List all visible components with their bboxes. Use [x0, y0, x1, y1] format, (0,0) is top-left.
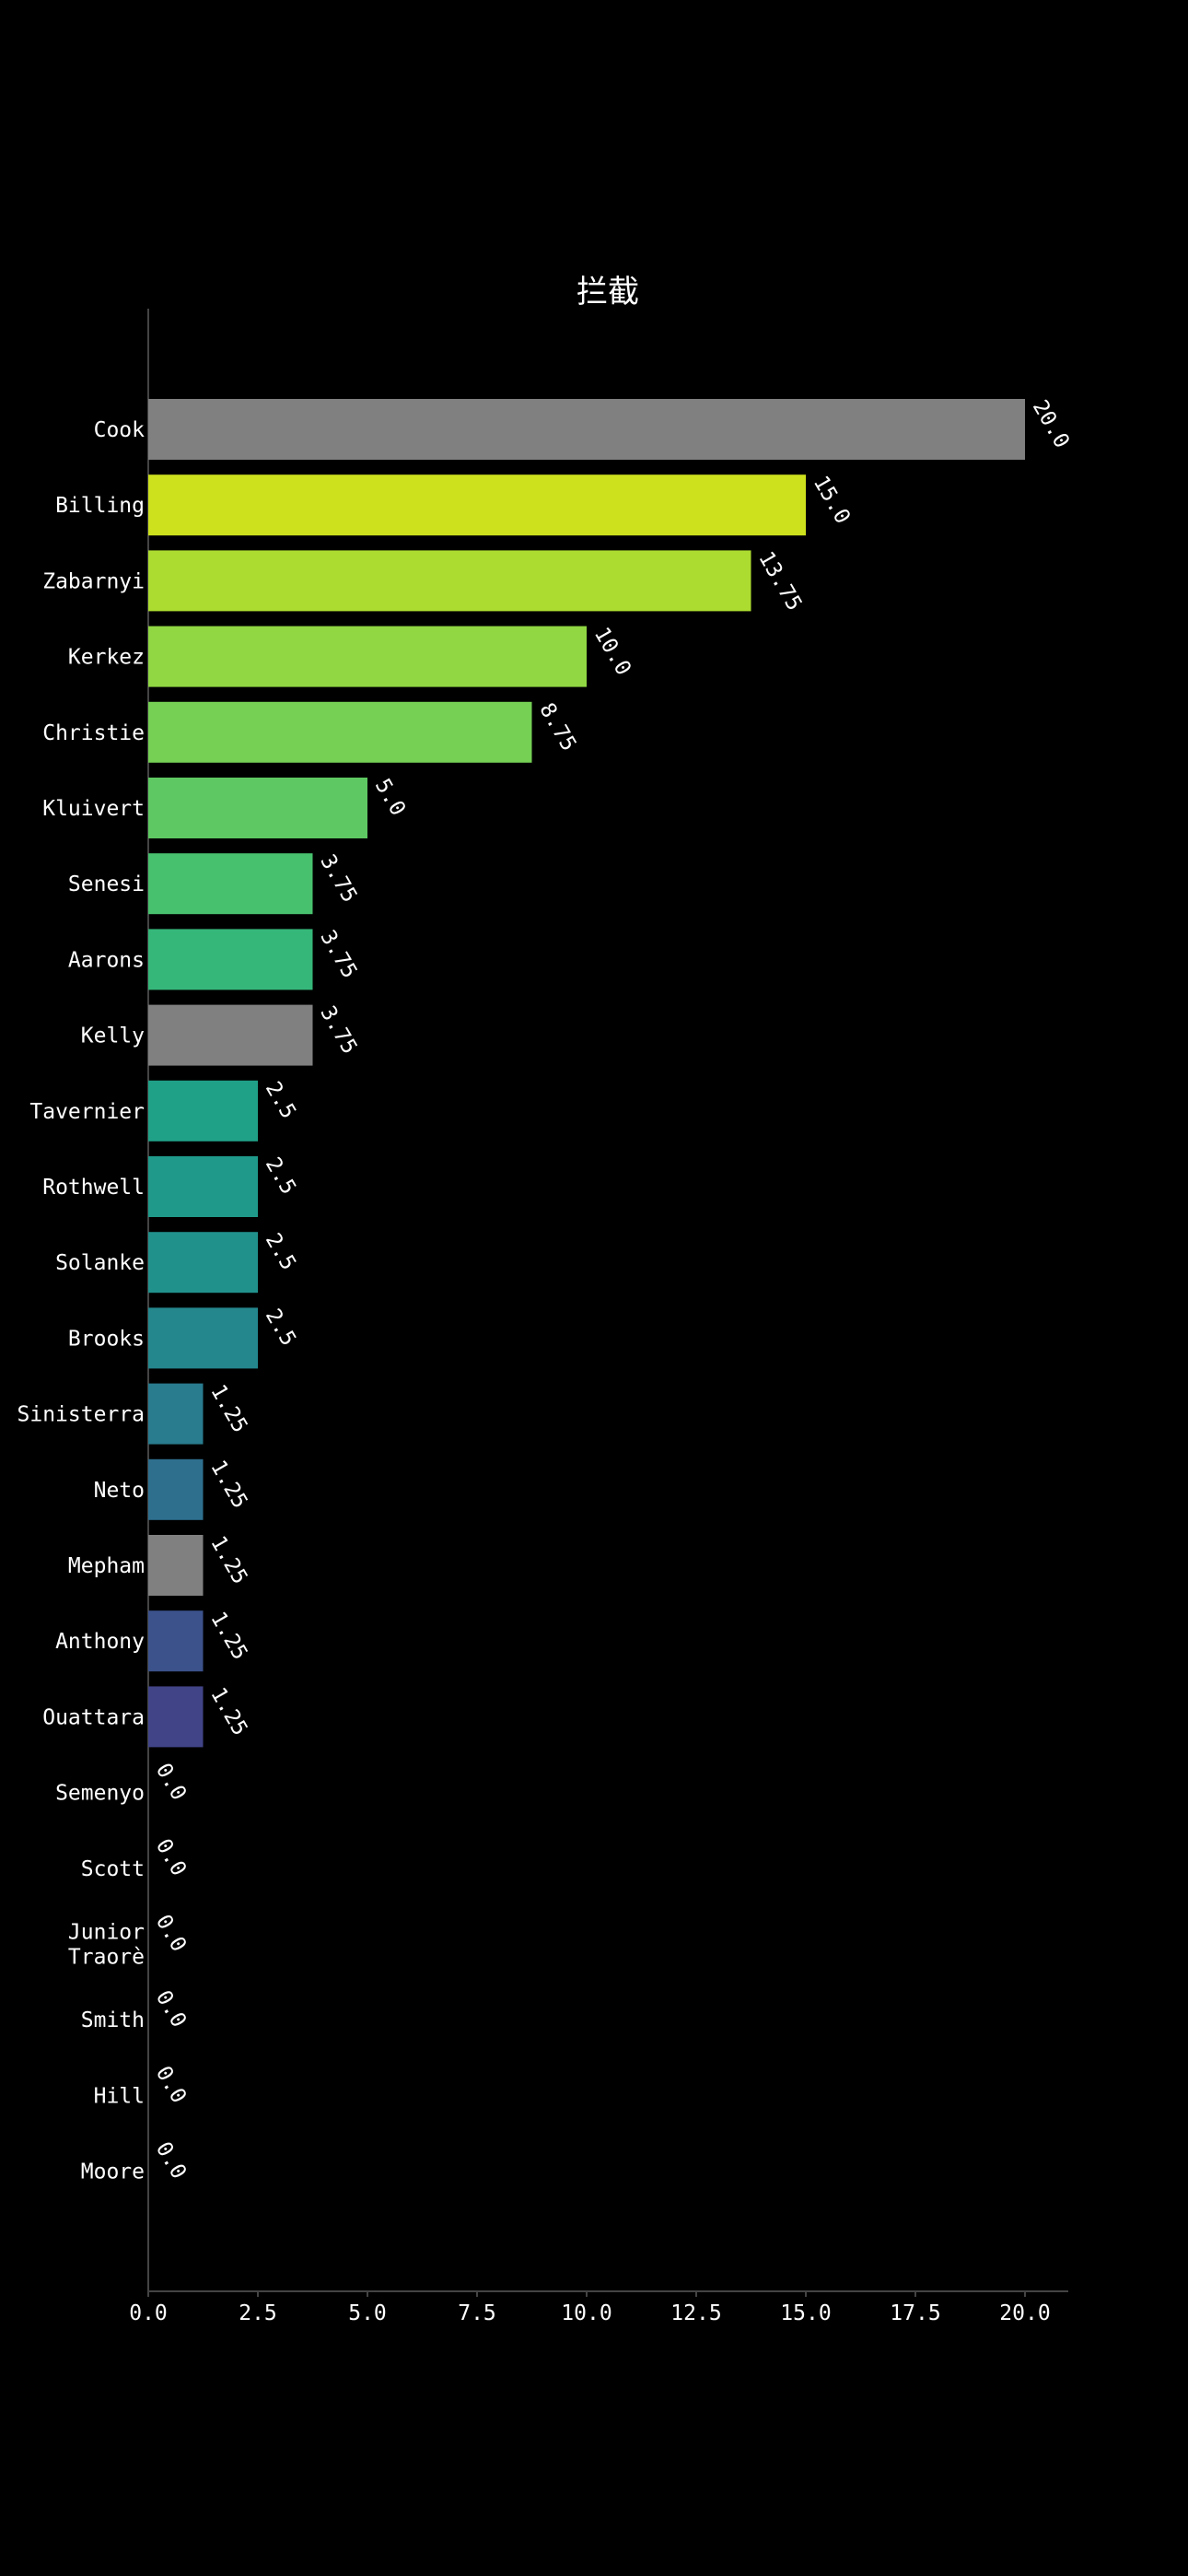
- x-tick-label: 12.5: [670, 2301, 721, 2325]
- bar: [148, 701, 532, 763]
- bars-group: [148, 399, 1025, 1748]
- category-label: Mepham: [68, 1554, 145, 1578]
- bar: [148, 626, 587, 687]
- value-label: 2.5: [261, 1229, 300, 1274]
- category-label: Zabarnyi: [42, 569, 145, 593]
- category-label: Semenyo: [55, 1782, 145, 1806]
- value-label: 0.0: [151, 2062, 191, 2107]
- category-label: Rothwell: [42, 1176, 145, 1200]
- category-label: Solanke: [55, 1251, 145, 1275]
- value-label: 1.25: [205, 1608, 251, 1664]
- value-label: 1.25: [205, 1683, 251, 1739]
- category-label: Ouattara: [42, 1705, 145, 1729]
- category-label: Kelly: [81, 1025, 145, 1048]
- bar: [148, 1232, 258, 1294]
- value-label: 13.75: [753, 547, 806, 615]
- value-label: 0.0: [151, 1986, 191, 2032]
- category-label: Hill: [94, 2084, 145, 2108]
- bar: [148, 550, 751, 612]
- category-label: Kluivert: [42, 797, 145, 821]
- category-label: Scott: [81, 1857, 145, 1881]
- bar: [148, 1458, 204, 1520]
- x-ticks-group: 0.0 2.5 5.0 7.5 10.0 12.5 15.0 17.5 20.0: [129, 2291, 1051, 2325]
- bar: [148, 1383, 204, 1445]
- category-label: Christie: [42, 721, 145, 745]
- value-label: 1.25: [205, 1532, 251, 1588]
- bar: [148, 1156, 258, 1217]
- category-label: Moore: [81, 2160, 145, 2184]
- bar: [148, 1686, 204, 1748]
- category-label: Brooks: [68, 1327, 145, 1351]
- category-label: Anthony: [55, 1630, 145, 1654]
- value-label: 2.5: [261, 1078, 300, 1123]
- chart-title: 拦截: [577, 274, 639, 310]
- category-label: Smith: [81, 2008, 145, 2032]
- value-label: 0.0: [151, 1760, 191, 1805]
- value-label: 15.0: [809, 472, 855, 528]
- bar: [148, 1535, 204, 1596]
- category-label: Sinisterra: [17, 1403, 145, 1427]
- value-label: 3.75: [315, 850, 361, 907]
- x-tick-label: 0.0: [129, 2301, 168, 2325]
- value-label: 3.75: [315, 1002, 361, 1059]
- x-tick-label: 15.0: [780, 2301, 831, 2325]
- category-label: Tavernier: [29, 1100, 145, 1124]
- category-label: Kerkez: [68, 646, 145, 670]
- category-label: Cook: [94, 418, 146, 442]
- value-label: 1.25: [205, 1381, 251, 1437]
- bar: [148, 1004, 313, 1066]
- value-label: 2.5: [261, 1305, 300, 1350]
- bar: [148, 1080, 258, 1142]
- x-tick-label: 20.0: [999, 2301, 1050, 2325]
- bar: [148, 929, 313, 990]
- bar: [148, 474, 806, 536]
- x-tick-label: 10.0: [561, 2301, 611, 2325]
- value-label: 0.0: [151, 1835, 191, 1880]
- category-label: Senesi: [68, 872, 145, 896]
- x-tick-label: 7.5: [458, 2301, 496, 2325]
- category-label: Junior Traorè: [68, 1921, 145, 1970]
- value-label: 20.0: [1028, 396, 1074, 452]
- value-label: 3.75: [315, 926, 361, 982]
- bar: [148, 399, 1025, 460]
- value-label: 5.0: [370, 775, 410, 820]
- value-label: 0.0: [151, 1911, 191, 1956]
- category-label: Aarons: [68, 948, 145, 972]
- value-label: 2.5: [261, 1153, 300, 1199]
- value-label: 1.25: [205, 1457, 251, 1513]
- bar: [148, 1610, 204, 1672]
- category-label: Billing: [55, 494, 145, 518]
- x-tick-label: 5.0: [348, 2301, 387, 2325]
- x-tick-label: 17.5: [890, 2301, 940, 2325]
- bar: [148, 1307, 258, 1369]
- bar: [148, 778, 367, 838]
- x-tick-label: 2.5: [239, 2301, 277, 2325]
- category-labels-group: Cook Billing Zabarnyi Kerkez Christie Kluiver…: [17, 418, 146, 2184]
- category-label: Neto: [94, 1479, 145, 1503]
- value-label: 10.0: [589, 624, 635, 680]
- value-label: 8.75: [534, 699, 580, 755]
- value-label: 0.0: [151, 2138, 191, 2184]
- bar: [148, 853, 313, 915]
